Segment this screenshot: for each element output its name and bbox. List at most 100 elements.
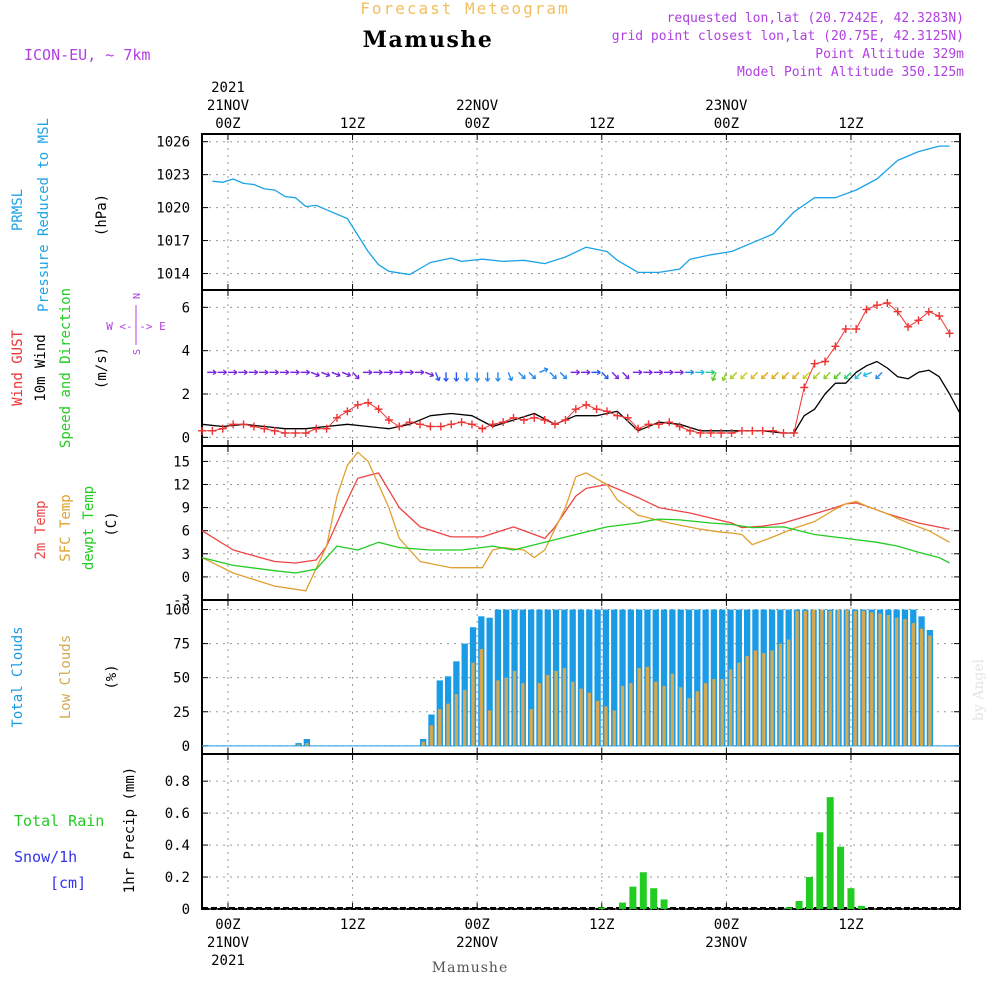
rain-bar xyxy=(826,797,834,909)
low-cloud-bar xyxy=(745,655,749,746)
wind-direction-arrowhead xyxy=(453,377,460,382)
low-cloud-bar xyxy=(554,670,558,746)
temp-labels: 2m Temp SFC Temp dewpt Temp (C) xyxy=(33,486,120,570)
temp-unit: (C) xyxy=(104,511,120,536)
top-time-label: 12Z xyxy=(340,116,365,132)
wind-direction-arrowhead xyxy=(346,371,352,378)
dewpt-label: dewpt Temp xyxy=(81,486,97,570)
gust-marker xyxy=(758,426,767,435)
clouds-y-tick-label: 75 xyxy=(173,637,190,653)
low-cloud-bar xyxy=(479,649,483,746)
requested-lonlat: requested lon,lat (20.7242E, 42.3283N) xyxy=(667,11,964,26)
model-label: ICON-EU, ~ 7km xyxy=(24,46,150,64)
temperature-y-tick-label: 15 xyxy=(173,454,190,470)
wind-direction-arrowhead xyxy=(729,374,735,380)
wind-direction-arrow xyxy=(875,371,883,380)
wind-series xyxy=(198,299,961,437)
rain-bar xyxy=(598,907,606,909)
compass-north: N xyxy=(132,293,143,299)
wind-direction-arrow xyxy=(863,371,873,377)
gust-marker xyxy=(416,420,425,429)
gust-marker xyxy=(291,429,300,437)
sfc-temp-line xyxy=(201,451,950,592)
wind-direction-arrowhead xyxy=(875,374,880,380)
wind-direction-arrow xyxy=(559,371,568,380)
gust-marker xyxy=(582,400,591,409)
gust-marker xyxy=(779,429,788,437)
wind-direction-arrow xyxy=(321,371,331,377)
low-cloud-bar xyxy=(587,692,591,746)
gust-marker xyxy=(405,418,414,427)
panels: 1014 1017 1020 1023 1026 0 2 4 6 -3 0 3 6 9 12 15 0 25 50 7… xyxy=(156,133,961,918)
temperature-panel: -3 0 3 6 9 12 15 xyxy=(173,445,961,609)
wind-direction-arrowhead xyxy=(409,369,414,376)
total-cloud-bar xyxy=(685,609,693,746)
gust-marker xyxy=(343,407,352,416)
low-cloud-bar xyxy=(438,709,442,746)
total-cloud-bar xyxy=(536,609,543,746)
gust-marker xyxy=(935,312,944,320)
bottom-time-label: 12Z xyxy=(340,917,365,933)
gust-marker xyxy=(904,322,913,331)
gust-marker xyxy=(353,400,362,409)
low-clouds-label: Low Clouds xyxy=(58,635,74,719)
temperature-y-tick-label: 9 xyxy=(182,501,190,517)
location-title: Mamushe xyxy=(363,27,494,53)
wind-direction-arrow xyxy=(539,368,549,373)
gust-marker xyxy=(862,305,871,314)
gust-marker xyxy=(914,316,923,325)
gust-marker xyxy=(623,413,632,422)
wind-direction-arrowhead xyxy=(721,376,727,382)
rain-bar xyxy=(660,899,668,909)
wind-direction-arrowhead xyxy=(243,369,248,376)
top-time-label: 12Z xyxy=(838,116,863,132)
rain-bar xyxy=(619,902,627,909)
wind-direction-arrowhead xyxy=(823,374,828,380)
wind-direction-arrowhead xyxy=(760,374,766,380)
low-cloud-bar xyxy=(687,698,691,746)
wind-direction-arrowhead xyxy=(254,369,259,376)
gust-marker xyxy=(551,420,560,429)
gust-marker xyxy=(696,429,705,437)
top-year-label: 2021 xyxy=(211,80,245,96)
low-cloud-bar xyxy=(296,744,301,746)
low-cloud-bar xyxy=(604,706,608,746)
pressure-labels: PRMSL Pressure Reduced to MSL (hPa) xyxy=(10,118,110,312)
low-cloud-bar xyxy=(762,653,766,746)
low-cloud-bar xyxy=(595,700,600,746)
wind-direction-arrowhead xyxy=(531,374,537,380)
gust-marker xyxy=(332,413,341,422)
wind-direction-arrow xyxy=(341,371,351,377)
rain-bar xyxy=(639,872,647,909)
total-cloud-bar xyxy=(602,609,610,746)
temperature-y-tick-label: 12 xyxy=(173,478,190,494)
gust-marker xyxy=(478,424,487,433)
low-cloud-bar xyxy=(487,710,492,746)
cloud-unit: (%) xyxy=(104,664,120,689)
total-cloud-bar xyxy=(569,609,576,746)
wind-direction-arrowhead xyxy=(576,369,580,376)
pressure-series xyxy=(212,145,950,276)
wind-y-tick-label: 6 xyxy=(182,300,190,316)
wind-direction-arrowhead xyxy=(222,369,227,376)
wind-direction-arrow xyxy=(622,371,630,380)
wind-direction-arrow xyxy=(310,371,320,377)
gust-marker xyxy=(249,422,258,431)
gust-marker xyxy=(789,429,798,437)
gust-marker xyxy=(395,422,404,431)
wind-direction-arrowhead xyxy=(285,369,290,376)
wind-y-tick-label: 0 xyxy=(182,430,190,446)
wind-direction-arrowhead xyxy=(562,374,568,380)
pressure-y-tick-label: 1020 xyxy=(156,201,190,217)
wind-direction-arrowhead xyxy=(368,369,373,376)
temperature-series xyxy=(201,451,950,592)
bottom-time-label: 00Z xyxy=(465,917,490,933)
low-cloud-bar xyxy=(911,623,915,746)
low-cloud-bar xyxy=(679,687,683,746)
compass-west-east: W <-|-> E xyxy=(106,320,166,333)
wind-direction-arrow xyxy=(711,372,717,381)
gust-marker xyxy=(831,342,840,351)
gust-marker xyxy=(374,405,383,414)
wind-direction-arrowhead xyxy=(212,369,217,376)
wind-direction-arrowhead xyxy=(484,377,491,382)
